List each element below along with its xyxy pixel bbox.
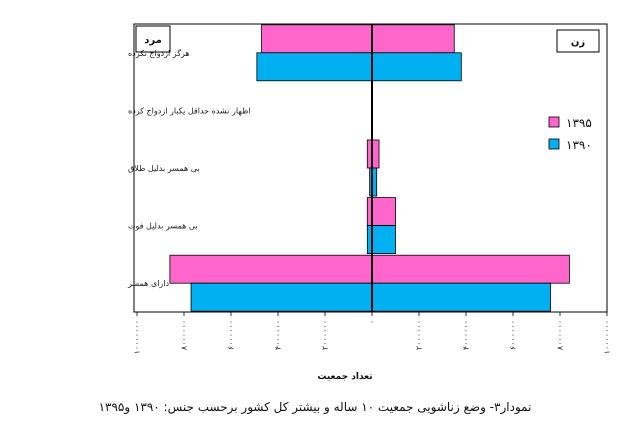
category-label-4: دارای همسر <box>127 279 170 288</box>
figure-caption: نمودار۳- وضع زناشویی جمعیت ۱۰ ساله و بیش… <box>98 400 532 414</box>
bar-female-۱۳۹۰-4 <box>371 282 552 312</box>
x-tick-label-7: ۴۰۰۰۰۰۰ <box>462 320 471 350</box>
bar-female-۱۳۹۰-0 <box>371 52 462 82</box>
legend-swatch-1395 <box>548 116 560 128</box>
legend-label-1390: ۱۳۹۰ <box>566 138 592 152</box>
category-label-0: هرگز ازدواج نکرده <box>128 48 190 58</box>
female-side-label: زن <box>571 37 586 48</box>
bar-female-۱۳۹۵-2 <box>371 139 380 169</box>
bar-female-۱۳۹۰-3 <box>371 225 396 255</box>
female-side-box <box>556 29 600 53</box>
bar-female-۱۳۹۵-4 <box>371 254 570 284</box>
marital-status-pyramid-chart: مرد زن ۱۳۹۵ ۱۳۹۰ هرگز ازدواج نکرده اظهار … <box>127 23 612 382</box>
bar-male-۱۳۹۰-0 <box>256 52 373 82</box>
bar-male-۱۳۹۰-4 <box>190 282 373 312</box>
x-axis-ticks: ۱۰۰۰۰۰۰۰ ۸۰۰۰۰۰۰ ۶۰۰۰۰۰۰ ۴۰۰۰۰۰۰ ۲۰۰۰۰۰۰ ۰ ۲۰۰… <box>133 312 612 354</box>
category-label-2: بی همسر بدلیل طلاق <box>128 164 200 173</box>
legend-label-1395: ۱۳۹۵ <box>566 116 592 130</box>
male-side-box <box>135 25 171 53</box>
legend: ۱۳۹۵ ۱۳۹۰ <box>548 116 592 152</box>
bar-male-۱۳۹۵-4 <box>169 254 373 284</box>
category-label-1: اظهار نشده حداقل یکبار ازدواج کرده <box>128 106 251 115</box>
x-tick-label-10: ۱۰۰۰۰۰۰۰ <box>603 320 612 354</box>
bar-male-۱۳۹۵-0 <box>261 24 373 54</box>
bar-female-۱۳۹۵-3 <box>371 197 396 227</box>
bar-female-۱۳۹۵-0 <box>371 24 455 54</box>
male-side-label: مرد <box>144 35 162 46</box>
x-tick-label-6: ۲۰۰۰۰۰۰ <box>415 320 424 350</box>
x-tick-label-1: ۸۰۰۰۰۰۰ <box>180 320 189 350</box>
legend-swatch-1390 <box>548 138 560 150</box>
x-tick-label-5: ۰ <box>368 320 377 324</box>
plot-frame <box>133 23 608 313</box>
x-tick-label-9: ۸۰۰۰۰۰۰ <box>556 320 565 350</box>
x-tick-label-3: ۴۰۰۰۰۰۰ <box>274 320 283 350</box>
category-label-3: بی همسر بدلیل فوت <box>128 222 198 231</box>
x-tick-label-2: ۶۰۰۰۰۰۰ <box>227 320 236 350</box>
category-labels: هرگز ازدواج نکرده اظهار نشده حداقل یکبار … <box>127 48 251 288</box>
x-tick-label-8: ۶۰۰۰۰۰۰ <box>509 320 518 350</box>
x-tick-label-4: ۲۰۰۰۰۰۰ <box>321 320 330 350</box>
bars-layer <box>169 24 570 312</box>
x-axis-title: تعداد جمعیت <box>317 372 372 382</box>
x-tick-label-0: ۱۰۰۰۰۰۰۰ <box>133 320 142 354</box>
